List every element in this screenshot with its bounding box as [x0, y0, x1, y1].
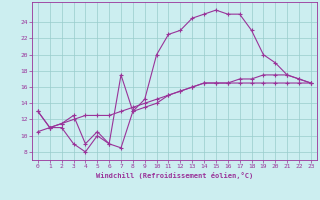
- X-axis label: Windchill (Refroidissement éolien,°C): Windchill (Refroidissement éolien,°C): [96, 172, 253, 179]
